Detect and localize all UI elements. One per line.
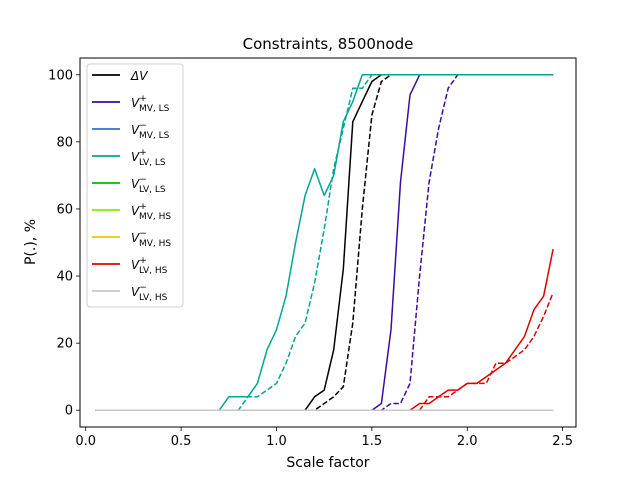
x-tick-label: 2.0 <box>457 434 478 449</box>
chart-title: Constraints, 8500node <box>243 35 414 53</box>
legend-item-vminus-lv-ls: V− LV, LS <box>92 175 166 195</box>
legend-label: V− LV, HS <box>131 283 168 303</box>
y-tick-label: 60 <box>56 202 73 217</box>
y-axis-label: P(.), % <box>23 219 39 265</box>
x-axis-label: Scale factor <box>286 455 369 471</box>
y-tick-label: 100 <box>48 68 73 83</box>
legend-item-vplus-lv-hs: V+ LV, HS <box>92 256 168 276</box>
y-axis: 0 20 40 60 80 100 <box>48 68 80 419</box>
y-tick-label: 80 <box>56 135 73 150</box>
y-tick-label: 40 <box>56 270 73 285</box>
x-axis: 0.0 0.5 1.0 1.5 2.0 2.5 <box>75 427 573 449</box>
x-tick-label: 1.5 <box>362 434 383 449</box>
legend-item-vminus-mv-hs: V− MV, HS <box>92 229 171 249</box>
series-line-vplus-lv-hs-dashed <box>95 292 554 411</box>
legend-label: V− MV, LS <box>131 121 170 141</box>
legend-label: V+ MV, LS <box>131 94 170 114</box>
legend-label: V− MV, HS <box>131 229 171 249</box>
legend-label: V+ MV, HS <box>131 202 171 222</box>
legend-label: ΔV <box>130 69 148 83</box>
y-tick-label: 0 <box>65 404 73 419</box>
x-tick-label: 2.5 <box>552 434 573 449</box>
legend-label: V+ LV, LS <box>131 148 166 168</box>
legend-box <box>86 63 184 308</box>
legend: ΔV V+ MV, LS V− MV, LS V+ LV, LS V− LV, LS V+ MV, … <box>86 63 184 308</box>
legend-item-vplus-mv-ls: V+ MV, LS <box>92 94 170 114</box>
x-tick-label: 0.0 <box>75 434 96 449</box>
x-tick-label: 1.0 <box>266 434 287 449</box>
legend-label: V− LV, LS <box>131 175 166 195</box>
legend-label: V+ LV, HS <box>131 256 168 276</box>
plot-lines <box>95 74 554 411</box>
plot-frame <box>79 57 577 428</box>
legend-item-vminus-mv-ls: V− MV, LS <box>92 121 170 141</box>
y-tick-label: 20 <box>56 337 73 352</box>
legend-item-vplus-mv-hs: V+ MV, HS <box>92 202 171 222</box>
legend-item-vminus-lv-hs: V− LV, HS <box>92 283 168 303</box>
legend-item-vplus-lv-ls: V+ LV, LS <box>92 148 166 168</box>
x-tick-label: 0.5 <box>171 434 192 449</box>
legend-item-deltav: ΔV <box>92 69 148 83</box>
